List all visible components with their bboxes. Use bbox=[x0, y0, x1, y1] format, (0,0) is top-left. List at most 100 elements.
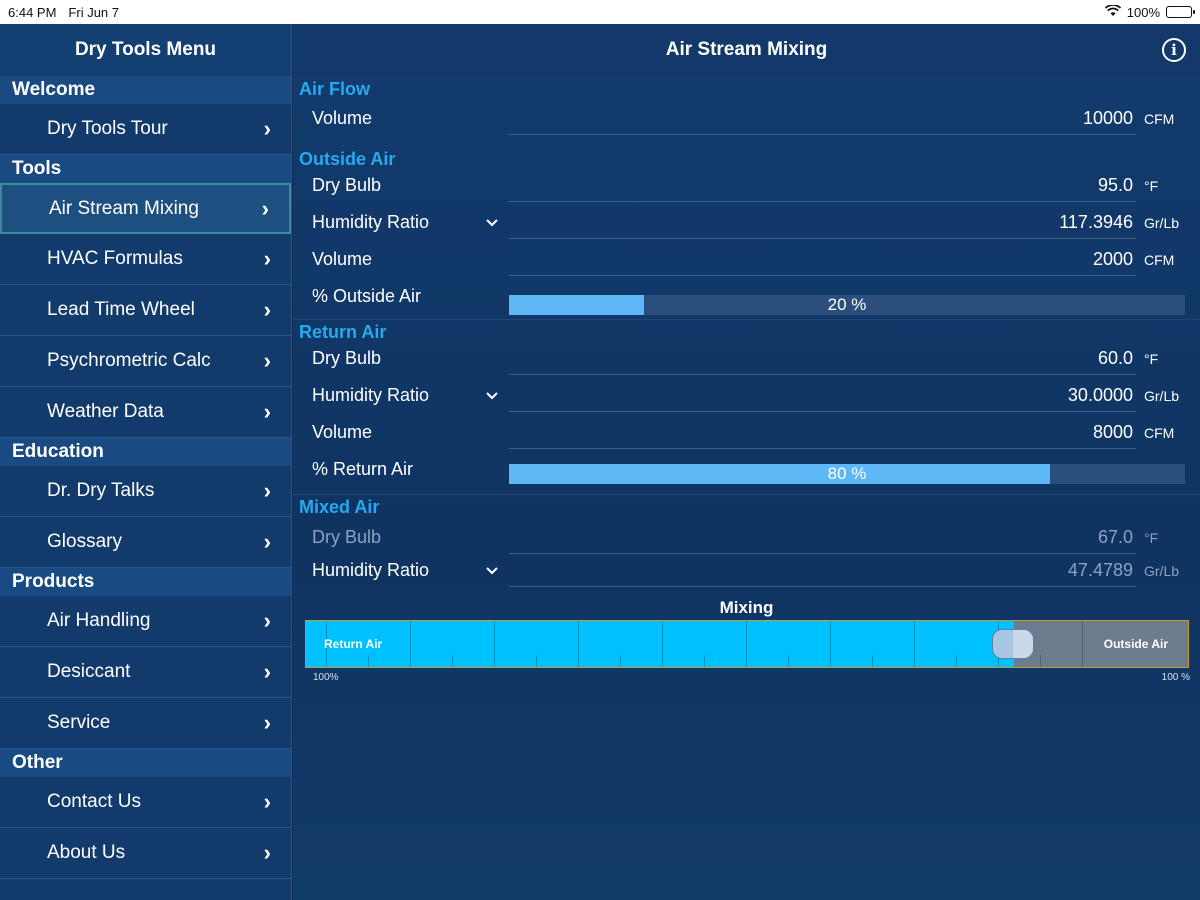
outside-dry-bulb-row[interactable]: Dry Bulb 95.0 °F bbox=[293, 169, 1200, 205]
sidebar-item-label: HVAC Formulas bbox=[47, 248, 183, 269]
field-label: Volume bbox=[312, 108, 373, 128]
section-header-other: Other bbox=[0, 749, 291, 777]
field-label: % Outside Air bbox=[312, 286, 422, 306]
sidebar-item-label: Service bbox=[47, 712, 111, 733]
field-underline bbox=[509, 448, 1136, 449]
section-header-welcome: Welcome bbox=[0, 76, 291, 104]
status-time: 6:44 PM bbox=[8, 4, 57, 20]
air-flow-volume-row[interactable]: Volume 10000 CFM bbox=[293, 102, 1200, 138]
progress-fill bbox=[509, 295, 645, 315]
field-underline bbox=[509, 411, 1136, 412]
outside-volume-input[interactable]: 2000 bbox=[1092, 249, 1133, 269]
unit-label: Gr/Lb bbox=[1144, 388, 1180, 404]
row-separator bbox=[293, 494, 1200, 495]
chevron-down-icon[interactable] bbox=[484, 388, 500, 404]
field-underline bbox=[509, 201, 1136, 202]
unit-label: °F bbox=[1144, 178, 1159, 194]
sidebar-item-label: Glossary bbox=[47, 531, 122, 552]
sidebar-item-lead-time-wheel[interactable]: Lead Time Wheel › bbox=[0, 285, 291, 336]
air-flow-volume-input[interactable]: 10000 bbox=[1082, 108, 1133, 128]
battery-icon bbox=[1166, 6, 1195, 18]
section-title-mixed-air: Mixed Air bbox=[299, 497, 380, 517]
wifi-icon bbox=[1104, 3, 1121, 20]
field-label: Volume bbox=[312, 249, 373, 269]
slider-left-label: Return Air bbox=[324, 637, 383, 651]
field-underline bbox=[509, 238, 1136, 239]
chevron-right-icon: › bbox=[263, 297, 271, 322]
outside-volume-row[interactable]: Volume 2000 CFM bbox=[293, 243, 1200, 279]
chevron-right-icon: › bbox=[263, 840, 271, 865]
sidebar-item-label: Weather Data bbox=[47, 401, 164, 422]
sidebar-item-desiccant[interactable]: Desiccant › bbox=[0, 647, 291, 698]
return-humidity-ratio-row[interactable]: Humidity Ratio 30.0000 Gr/Lb bbox=[293, 379, 1200, 415]
battery-percent: 100% bbox=[1126, 4, 1160, 20]
mixing-slider[interactable]: Return Air Outside Air bbox=[305, 620, 1189, 668]
sidebar-item-hvac-formulas[interactable]: HVAC Formulas › bbox=[0, 234, 291, 285]
sidebar-item-dry-tools-tour[interactable]: Dry Tools Tour › bbox=[0, 104, 291, 155]
field-underline bbox=[509, 134, 1136, 135]
return-volume-row[interactable]: Volume 8000 CFM bbox=[293, 416, 1200, 452]
sidebar-item-label: Dry Tools Tour bbox=[47, 118, 168, 139]
sidebar-item-glossary[interactable]: Glossary › bbox=[0, 517, 291, 568]
sidebar-item-label: Desiccant bbox=[47, 661, 131, 682]
status-right: 100% bbox=[1104, 3, 1195, 20]
field-label: Dry Bulb bbox=[312, 348, 382, 368]
unit-label: CFM bbox=[1144, 252, 1175, 268]
slider-tick bbox=[578, 621, 579, 667]
sidebar-item-label: About Us bbox=[47, 842, 126, 863]
main-header: Air Stream Mixing i bbox=[293, 24, 1200, 76]
section-title-return-air: Return Air bbox=[299, 322, 387, 342]
slider-tick-minor bbox=[956, 655, 957, 667]
return-dry-bulb-input[interactable]: 60.0 bbox=[1097, 348, 1133, 368]
mixing-title: Mixing bbox=[719, 598, 774, 617]
field-underline bbox=[509, 586, 1136, 587]
return-dry-bulb-row[interactable]: Dry Bulb 60.0 °F bbox=[293, 342, 1200, 378]
slider-tick bbox=[746, 621, 747, 667]
chevron-down-icon[interactable] bbox=[484, 563, 500, 579]
return-humidity-ratio-input[interactable]: 30.0000 bbox=[1067, 385, 1133, 405]
slider-tick bbox=[1082, 621, 1083, 667]
slider-thumb[interactable] bbox=[992, 629, 1034, 659]
slider-tick-minor bbox=[452, 655, 453, 667]
sidebar-item-service[interactable]: Service › bbox=[0, 698, 291, 749]
chevron-right-icon: › bbox=[263, 246, 271, 271]
status-bar: 6:44 PM Fri Jun 7 100% bbox=[0, 0, 1200, 24]
sidebar-item-psychrometric-calc[interactable]: Psychrometric Calc › bbox=[0, 336, 291, 387]
slider-tick-minor bbox=[872, 655, 873, 667]
section-title-outside-air: Outside Air bbox=[299, 149, 396, 169]
outside-humidity-ratio-input[interactable]: 117.3946 bbox=[1059, 212, 1133, 232]
return-percent-row: % Return Air 80 % bbox=[293, 453, 1200, 495]
info-icon[interactable]: i bbox=[1162, 38, 1186, 62]
sidebar-item-contact-us[interactable]: Contact Us › bbox=[0, 777, 291, 828]
chevron-right-icon: › bbox=[263, 478, 271, 503]
sidebar-item-air-handling[interactable]: Air Handling › bbox=[0, 596, 291, 647]
unit-label: Gr/Lb bbox=[1144, 215, 1180, 231]
page-title: Air Stream Mixing bbox=[665, 39, 828, 60]
slider-tick bbox=[494, 621, 495, 667]
return-volume-input[interactable]: 8000 bbox=[1092, 422, 1133, 442]
outside-dry-bulb-input[interactable]: 95.0 bbox=[1097, 175, 1133, 195]
unit-label: °F bbox=[1144, 351, 1159, 367]
progress-fill bbox=[509, 464, 1050, 484]
sidebar-item-air-stream-mixing[interactable]: Air Stream Mixing › bbox=[0, 183, 291, 234]
sidebar-item-weather-data[interactable]: Weather Data › bbox=[0, 387, 291, 438]
slider-tick bbox=[410, 621, 411, 667]
slider-right-label: Outside Air bbox=[1103, 637, 1168, 651]
row-separator bbox=[293, 319, 1200, 320]
chevron-down-icon[interactable] bbox=[484, 215, 500, 231]
sidebar-item-about-us[interactable]: About Us › bbox=[0, 828, 291, 879]
outside-humidity-ratio-row[interactable]: Humidity Ratio 117.3946 Gr/Lb bbox=[293, 206, 1200, 242]
sidebar-item-label: Contact Us bbox=[47, 791, 141, 812]
sidebar-item-label: Dr. Dry Talks bbox=[47, 480, 155, 501]
sidebar-item-dr-dry-talks[interactable]: Dr. Dry Talks › bbox=[0, 466, 291, 517]
field-label: Humidity Ratio bbox=[312, 560, 430, 580]
unit-label: CFM bbox=[1144, 425, 1175, 441]
chevron-right-icon: › bbox=[263, 789, 271, 814]
slider-tick-minor bbox=[788, 655, 789, 667]
chevron-right-icon: › bbox=[263, 116, 271, 141]
sidebar-item-label: Psychrometric Calc bbox=[47, 350, 211, 371]
field-label: % Return Air bbox=[312, 459, 414, 479]
field-underline bbox=[509, 553, 1136, 554]
outside-air-progress-bar: 20 % bbox=[509, 295, 1185, 315]
mixed-dry-bulb-value: 67.0 bbox=[1097, 527, 1133, 547]
